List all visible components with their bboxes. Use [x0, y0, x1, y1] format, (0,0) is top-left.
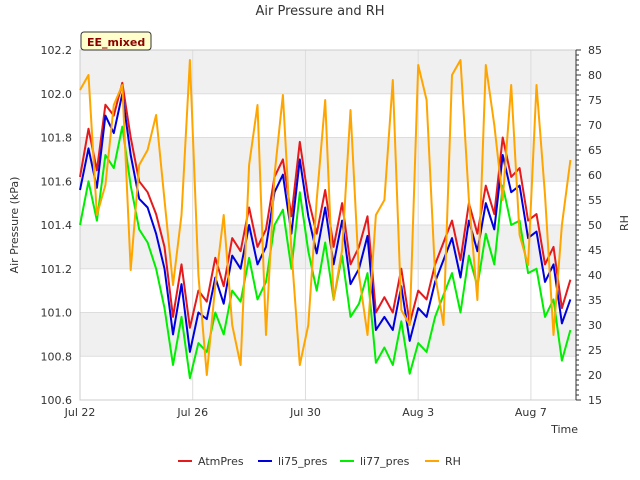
y2-tick-label: 70: [588, 119, 602, 132]
y-axis-label: Air Pressure (kPa): [8, 177, 21, 274]
grid-band: [80, 50, 576, 94]
y2-tick-label: 65: [588, 144, 602, 157]
chart-title: Air Pressure and RH: [255, 4, 384, 19]
x-axis-label: Time: [550, 423, 578, 436]
y2-tick-label: 50: [588, 219, 602, 232]
series-line-AtmPres: [79, 81, 572, 329]
svg-text:EE_mixed: EE_mixed: [87, 36, 145, 49]
x-tick-label: Jul 26: [176, 406, 208, 419]
y2-tick-label: 80: [588, 69, 602, 82]
grid-band: [80, 312, 576, 357]
legend-label-li75_pres: li75_pres: [278, 455, 328, 468]
legend-label-li77_pres: li77_pres: [360, 455, 410, 468]
y-tick-label: 102.0: [41, 88, 73, 101]
y2-tick-label: 20: [588, 369, 602, 382]
y-tick-label: 101.8: [41, 132, 73, 145]
y2-tick-label: 60: [588, 169, 602, 182]
y2-tick-label: 75: [588, 94, 602, 107]
series-line-li77_pres: [79, 125, 572, 380]
y-tick-label: 101.6: [41, 175, 73, 188]
x-tick-label: Jul 30: [289, 406, 321, 419]
legend: AtmPres li75_pres li77_pres RH: [178, 455, 461, 468]
legend-label-AtmPres: AtmPres: [198, 455, 244, 468]
y2-tick-label: 45: [588, 244, 602, 257]
x-tick-label: Jul 22: [64, 406, 96, 419]
background-bands: [80, 50, 576, 357]
series-line-RH: [79, 59, 572, 376]
y2-tick-label: 40: [588, 269, 602, 282]
x-tick-label: Aug 3: [402, 406, 434, 419]
x-tick-label: Aug 7: [515, 406, 547, 419]
y-tick-label: 101.2: [41, 263, 73, 276]
y2-tick-label: 35: [588, 294, 602, 307]
y-tick-label: 102.2: [41, 44, 73, 57]
legend-label-RH: RH: [445, 455, 461, 468]
y2-tick-label: 55: [588, 194, 602, 207]
right-axis-ticks: 15 20 25 30 35 40 45 50 55 60 65 70 75 80 85: [575, 44, 602, 407]
y-tick-label: 100.8: [41, 350, 73, 363]
y2-tick-label: 30: [588, 319, 602, 332]
y2-axis-label: RH: [618, 215, 631, 231]
y-tick-label: 101.0: [41, 307, 73, 320]
left-axis-ticks: 100.6 100.8 101.0 101.2 101.4 101.6 101.8 102.0…: [41, 44, 73, 407]
x-axis-ticks: Jul 22 Jul 26 Jul 30 Aug 3 Aug 7: [64, 406, 547, 419]
series-line-li75_pres: [79, 92, 572, 353]
y2-tick-label: 85: [588, 44, 602, 57]
y2-tick-label: 25: [588, 344, 602, 357]
series-lines: [79, 59, 572, 380]
y-tick-label: 100.6: [41, 394, 73, 407]
y2-tick-label: 15: [588, 394, 602, 407]
y-tick-label: 101.4: [41, 219, 73, 232]
dataset-badge: EE_mixed: [80, 31, 152, 51]
